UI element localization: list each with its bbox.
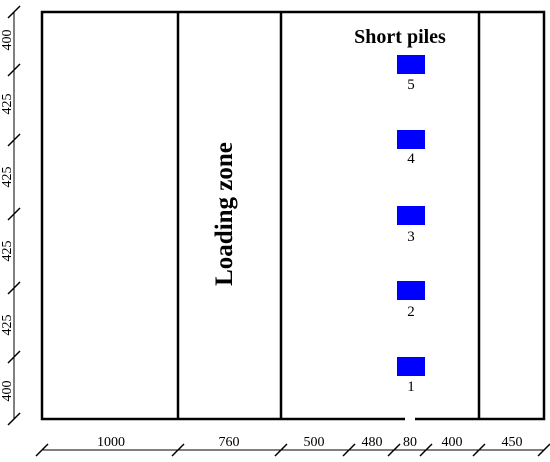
v-dim-6: 400 xyxy=(0,381,15,402)
v-tick-1 xyxy=(7,63,21,77)
pile-5-label: 5 xyxy=(407,77,415,93)
v-dim-2: 425 xyxy=(0,94,15,115)
h-tick-4 xyxy=(387,443,401,457)
pile-3: 3 xyxy=(397,206,425,245)
pile-4-label: 4 xyxy=(407,151,415,167)
pile-1-marker xyxy=(397,357,425,376)
pile-3-marker xyxy=(397,206,425,225)
v-dim-1: 400 xyxy=(0,30,15,51)
pile-5-marker xyxy=(397,55,425,74)
h-tick-3 xyxy=(342,443,356,457)
v-tick-3 xyxy=(7,207,21,221)
pile-2-label: 2 xyxy=(407,304,415,320)
h-tick-7 xyxy=(537,443,550,457)
pile-2: 2 xyxy=(397,281,425,320)
pile-5: 5 xyxy=(397,55,425,93)
vertical-dimension-line: 400 425 425 425 425 400 xyxy=(0,5,21,426)
v-dim-5: 425 xyxy=(0,315,15,336)
h-tick-1 xyxy=(171,443,185,457)
pile-4: 4 xyxy=(397,130,425,167)
v-tick-6 xyxy=(7,412,21,426)
v-tick-0 xyxy=(7,5,21,19)
v-dim-3: 425 xyxy=(0,167,15,188)
pile-1: 1 xyxy=(397,357,425,395)
loading-zone-label: Loading zone xyxy=(211,142,238,286)
h-dim-4: 480 xyxy=(362,435,383,450)
h-tick-0 xyxy=(35,443,49,457)
pile-1-label: 1 xyxy=(407,379,415,395)
h-dim-3: 500 xyxy=(304,435,325,450)
pile-4-marker xyxy=(397,130,425,149)
h-dim-5: 80 xyxy=(403,435,417,450)
h-dim-1: 1000 xyxy=(97,435,125,450)
h-tick-5 xyxy=(419,443,433,457)
v-dim-4: 425 xyxy=(0,241,15,262)
h-dim-7: 450 xyxy=(502,435,523,450)
bottom-border-gap xyxy=(405,416,415,422)
h-dim-6: 400 xyxy=(442,435,463,450)
v-tick-5 xyxy=(7,350,21,364)
v-tick-4 xyxy=(7,281,21,295)
h-tick-6 xyxy=(472,443,486,457)
h-tick-2 xyxy=(274,443,288,457)
diagram-title: Short piles xyxy=(354,26,446,48)
pile-2-marker xyxy=(397,281,425,300)
v-tick-2 xyxy=(7,133,21,147)
pile-3-label: 3 xyxy=(407,229,415,245)
horizontal-dimension-line: 1000 760 500 480 80 400 450 xyxy=(35,435,550,457)
site-boundary xyxy=(40,10,546,421)
h-dim-2: 760 xyxy=(219,435,240,450)
